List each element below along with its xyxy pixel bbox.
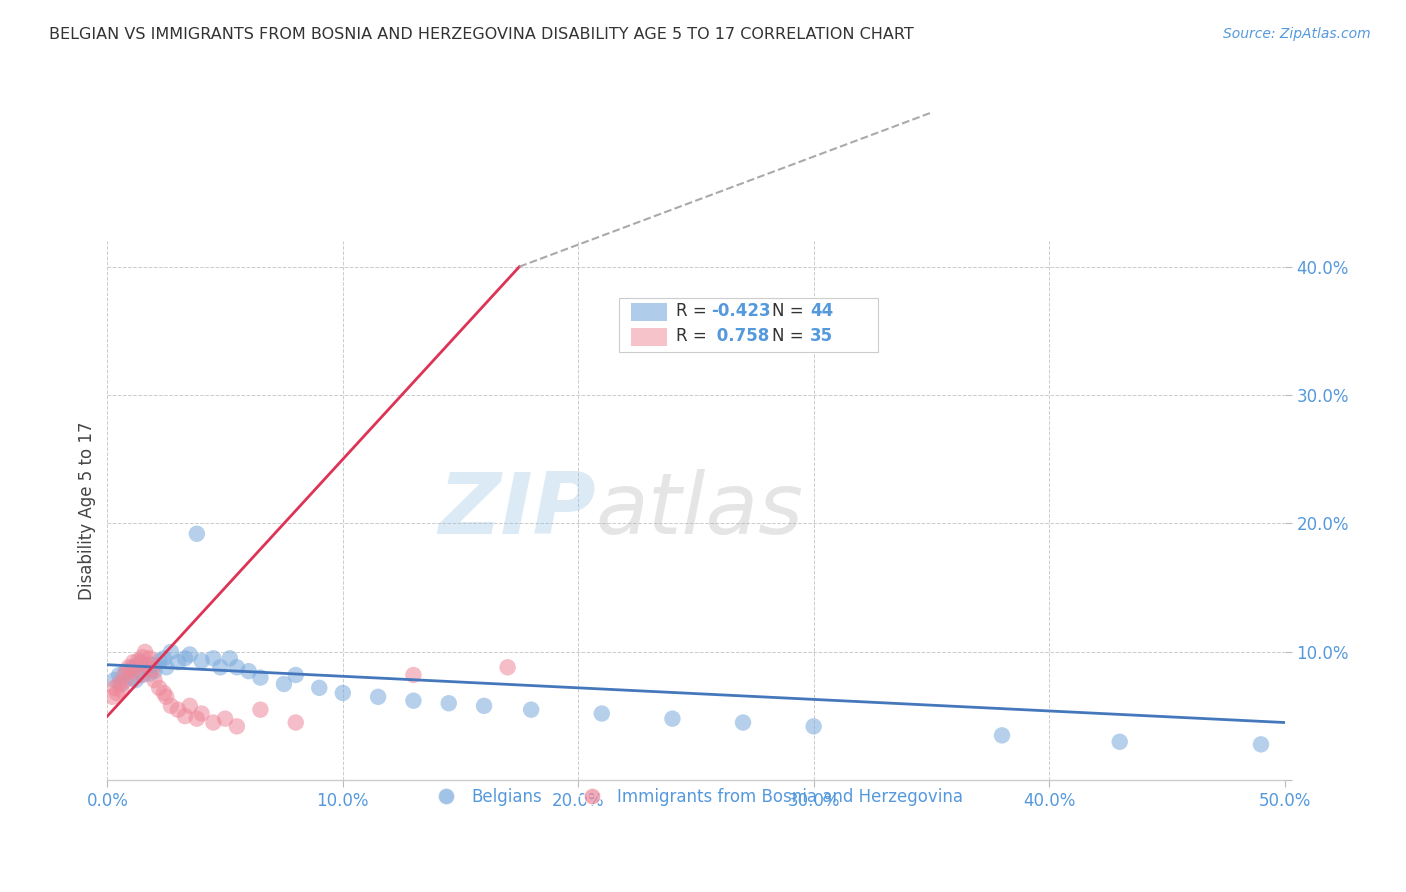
Text: 44: 44 [810,302,834,320]
Point [1250,737,1272,751]
Point [160,645,183,659]
Point [120,664,142,678]
Point [367,690,389,704]
Text: atlas: atlas [596,469,804,552]
Text: 0.758: 0.758 [711,327,769,345]
Text: 35: 35 [810,327,834,345]
Text: R =: R = [676,327,711,345]
Text: Source: ZipAtlas.com: Source: ZipAtlas.com [1223,27,1371,41]
Point [332,686,354,700]
Point [249,703,271,717]
Point [731,715,754,730]
Point [112,668,135,682]
Point [148,681,170,695]
Point [1108,735,1130,749]
Point [472,698,495,713]
Point [124,660,146,674]
Point [209,660,232,674]
Text: N =: N = [772,302,810,320]
Point [155,690,177,704]
Point [139,651,162,665]
Point [124,673,146,687]
Point [249,671,271,685]
Point [105,686,128,700]
Point [214,712,236,726]
Point [284,668,307,682]
Point [110,683,132,698]
Point [136,657,159,672]
FancyBboxPatch shape [631,303,666,321]
FancyBboxPatch shape [620,298,879,351]
Point [238,664,260,678]
Point [108,677,131,691]
Point [129,655,152,669]
Point [991,728,1014,742]
Point [160,698,183,713]
Point [120,671,142,685]
Point [186,712,208,726]
Point [284,715,307,730]
Point [179,648,201,662]
Point [139,666,162,681]
Point [167,703,190,717]
Point [148,654,170,668]
Point [101,690,124,704]
Point [437,696,460,710]
Point [122,660,145,674]
FancyBboxPatch shape [631,328,666,346]
Point [186,526,208,541]
Point [202,651,225,665]
Point [141,657,163,672]
Point [225,660,247,674]
Text: BELGIAN VS IMMIGRANTS FROM BOSNIA AND HERZEGOVINA DISABILITY AGE 5 TO 17 CORRELA: BELGIAN VS IMMIGRANTS FROM BOSNIA AND HE… [49,27,914,42]
Point [131,668,153,682]
Point [308,681,330,695]
Point [174,651,197,665]
Point [110,677,132,691]
Point [174,709,197,723]
Point [134,660,156,674]
Point [155,660,177,674]
Point [108,668,131,682]
Point [179,698,201,713]
Point [143,673,166,687]
Point [591,706,613,721]
Point [103,673,125,687]
Point [803,719,825,733]
Point [402,694,425,708]
Point [190,654,212,668]
Point [115,664,138,678]
Point [134,645,156,659]
Point [273,677,295,691]
Legend: Belgians, Immigrants from Bosnia and Herzegovina: Belgians, Immigrants from Bosnia and Her… [423,781,969,813]
Point [143,664,166,678]
Point [115,673,138,687]
Point [122,655,145,669]
Point [225,719,247,733]
Point [131,650,153,665]
Point [117,660,139,674]
Point [402,668,425,682]
Text: R =: R = [676,302,711,320]
Point [127,654,149,668]
Point [103,681,125,695]
Point [661,712,683,726]
Text: ZIP: ZIP [439,469,596,552]
Text: N =: N = [772,327,810,345]
Point [496,660,519,674]
Point [190,706,212,721]
Point [129,668,152,682]
Point [153,651,176,665]
Point [218,651,240,665]
Point [141,663,163,677]
Point [167,655,190,669]
Y-axis label: Disability Age 5 to 17: Disability Age 5 to 17 [79,421,96,600]
Point [153,686,176,700]
Point [202,715,225,730]
Point [520,703,543,717]
Text: -0.423: -0.423 [711,302,770,320]
